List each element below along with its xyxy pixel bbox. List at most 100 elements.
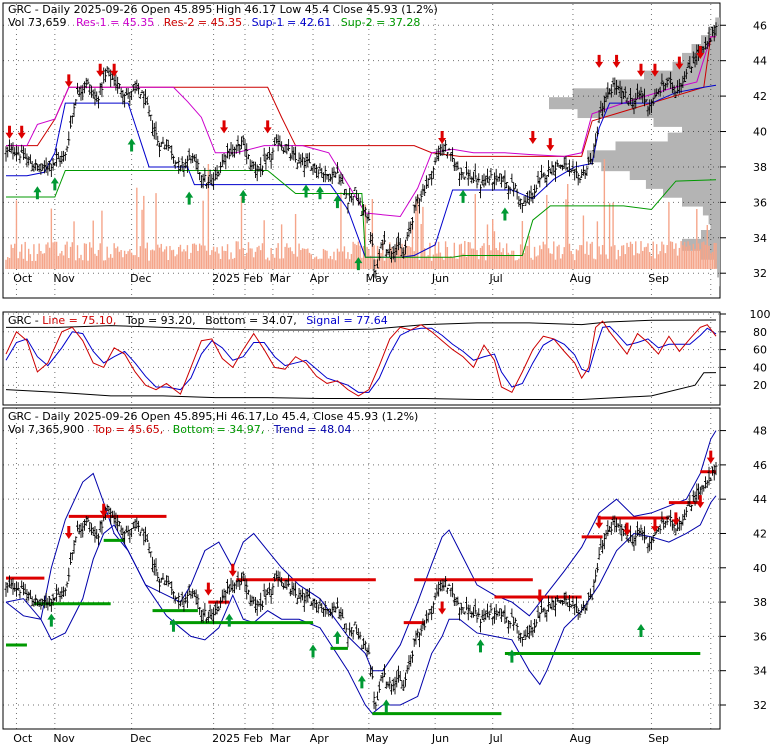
price-bar: [252, 596, 256, 605]
oscillator-panel: 20 40 60 80 100 GRC - Line = 75.10, Top = 93…: [2, 308, 771, 406]
price-bar: [620, 524, 624, 542]
price-bar: [299, 154, 303, 168]
up-arrow: [225, 613, 234, 627]
price-bar: [325, 173, 329, 180]
price-bar: [616, 523, 620, 528]
price-bar: [560, 164, 564, 171]
price-bar: [480, 609, 484, 620]
price-bar: [384, 681, 388, 689]
price-bar: [655, 88, 659, 96]
price-bar: [49, 599, 53, 612]
price-bar: [205, 183, 209, 189]
price-bar: [208, 169, 212, 184]
y-tick-20: 20: [753, 379, 767, 392]
price-bar: [288, 153, 292, 161]
trend-segments: [6, 470, 716, 716]
price-bar: [161, 136, 165, 144]
price-bar: [391, 245, 395, 260]
price-bar: [635, 521, 639, 537]
price-bar: [269, 153, 273, 169]
price-bar: [124, 88, 128, 96]
price-bar: [253, 597, 257, 613]
price-bar: [510, 173, 514, 183]
price-bar: [574, 596, 578, 613]
price-bar: [438, 580, 442, 592]
price-bar: [630, 97, 634, 109]
y-tick-32: 32: [753, 699, 767, 712]
price-bar: [513, 617, 517, 624]
price-bar: [27, 156, 31, 166]
x-tick-Jul: Jul: [488, 732, 502, 745]
down-arrow: [535, 589, 544, 603]
price-bar: [309, 166, 313, 171]
price-bar: [199, 609, 203, 623]
y-tick-36: 36: [753, 196, 767, 209]
price-bar: [4, 582, 8, 597]
price-bar: [84, 77, 88, 89]
price-bar: [37, 164, 41, 172]
price-bar: [212, 607, 216, 625]
oscillator-line: [5, 320, 717, 397]
price-bar: [576, 608, 580, 620]
bottom-line: [5, 372, 717, 400]
down-arrow: [228, 563, 237, 577]
price-bar: [487, 610, 491, 620]
price-bar: [294, 146, 298, 163]
price-bar: [259, 592, 263, 612]
price-bar: [67, 131, 71, 146]
price-bar: [707, 466, 711, 486]
price-bar: [311, 599, 315, 610]
price-bar: [550, 161, 554, 176]
down-arrow: [546, 138, 555, 152]
price-bar: [274, 134, 278, 144]
price-bar: [151, 120, 155, 136]
price-bar: [649, 536, 653, 550]
price-bar: [475, 177, 479, 189]
y-tick-34: 34: [753, 665, 767, 678]
price-bar: [585, 165, 589, 176]
price-bar: [201, 608, 205, 623]
price-bar: [423, 185, 427, 197]
price-bar: [163, 580, 167, 586]
price-bar: [240, 136, 244, 149]
price-bar: [559, 164, 563, 169]
price-bar: [81, 84, 85, 101]
price-bar: [257, 166, 261, 172]
price-bar: [222, 153, 226, 165]
price-bar: [53, 162, 57, 166]
price-bar: [662, 81, 666, 93]
price-bar: [585, 600, 589, 611]
price-bar: [627, 538, 631, 543]
price-bar: [583, 169, 587, 180]
price-bar: [320, 603, 324, 613]
price-bar: [555, 595, 559, 603]
price-bar: [506, 185, 510, 200]
price-bar: [505, 616, 509, 623]
price-bar: [67, 567, 71, 582]
trend-header-line1: GRC - Daily 2025-09-26 Open 45.895,Hi 46…: [8, 410, 418, 423]
price-bar: [540, 600, 544, 613]
down-arrow: [64, 526, 73, 540]
price-bar: [147, 542, 151, 554]
price-bar: [13, 147, 17, 157]
price-bar: [402, 247, 406, 259]
price-bar: [171, 590, 175, 599]
price-header-line2: Vol 73,659 Res-1 = 45.35 Res-2 = 45.35 S…: [8, 16, 420, 29]
x-tick-Oct: Oct: [13, 732, 33, 745]
price-bar: [391, 678, 395, 692]
price-bar: [274, 570, 278, 580]
price-bar: [302, 157, 306, 178]
price-bar: [288, 588, 292, 597]
price-bar: [41, 598, 45, 606]
price-bar: [527, 624, 531, 640]
price-bar: [581, 165, 585, 176]
price-bar: [630, 535, 634, 546]
price-bar: [328, 173, 332, 182]
price-bar: [597, 110, 601, 124]
y-tick-42: 42: [753, 527, 767, 540]
price-bar: [646, 105, 650, 117]
price-bar: [287, 575, 291, 587]
price-bar: [217, 171, 221, 177]
price-bar: [245, 143, 249, 165]
price-bar: [320, 167, 324, 178]
